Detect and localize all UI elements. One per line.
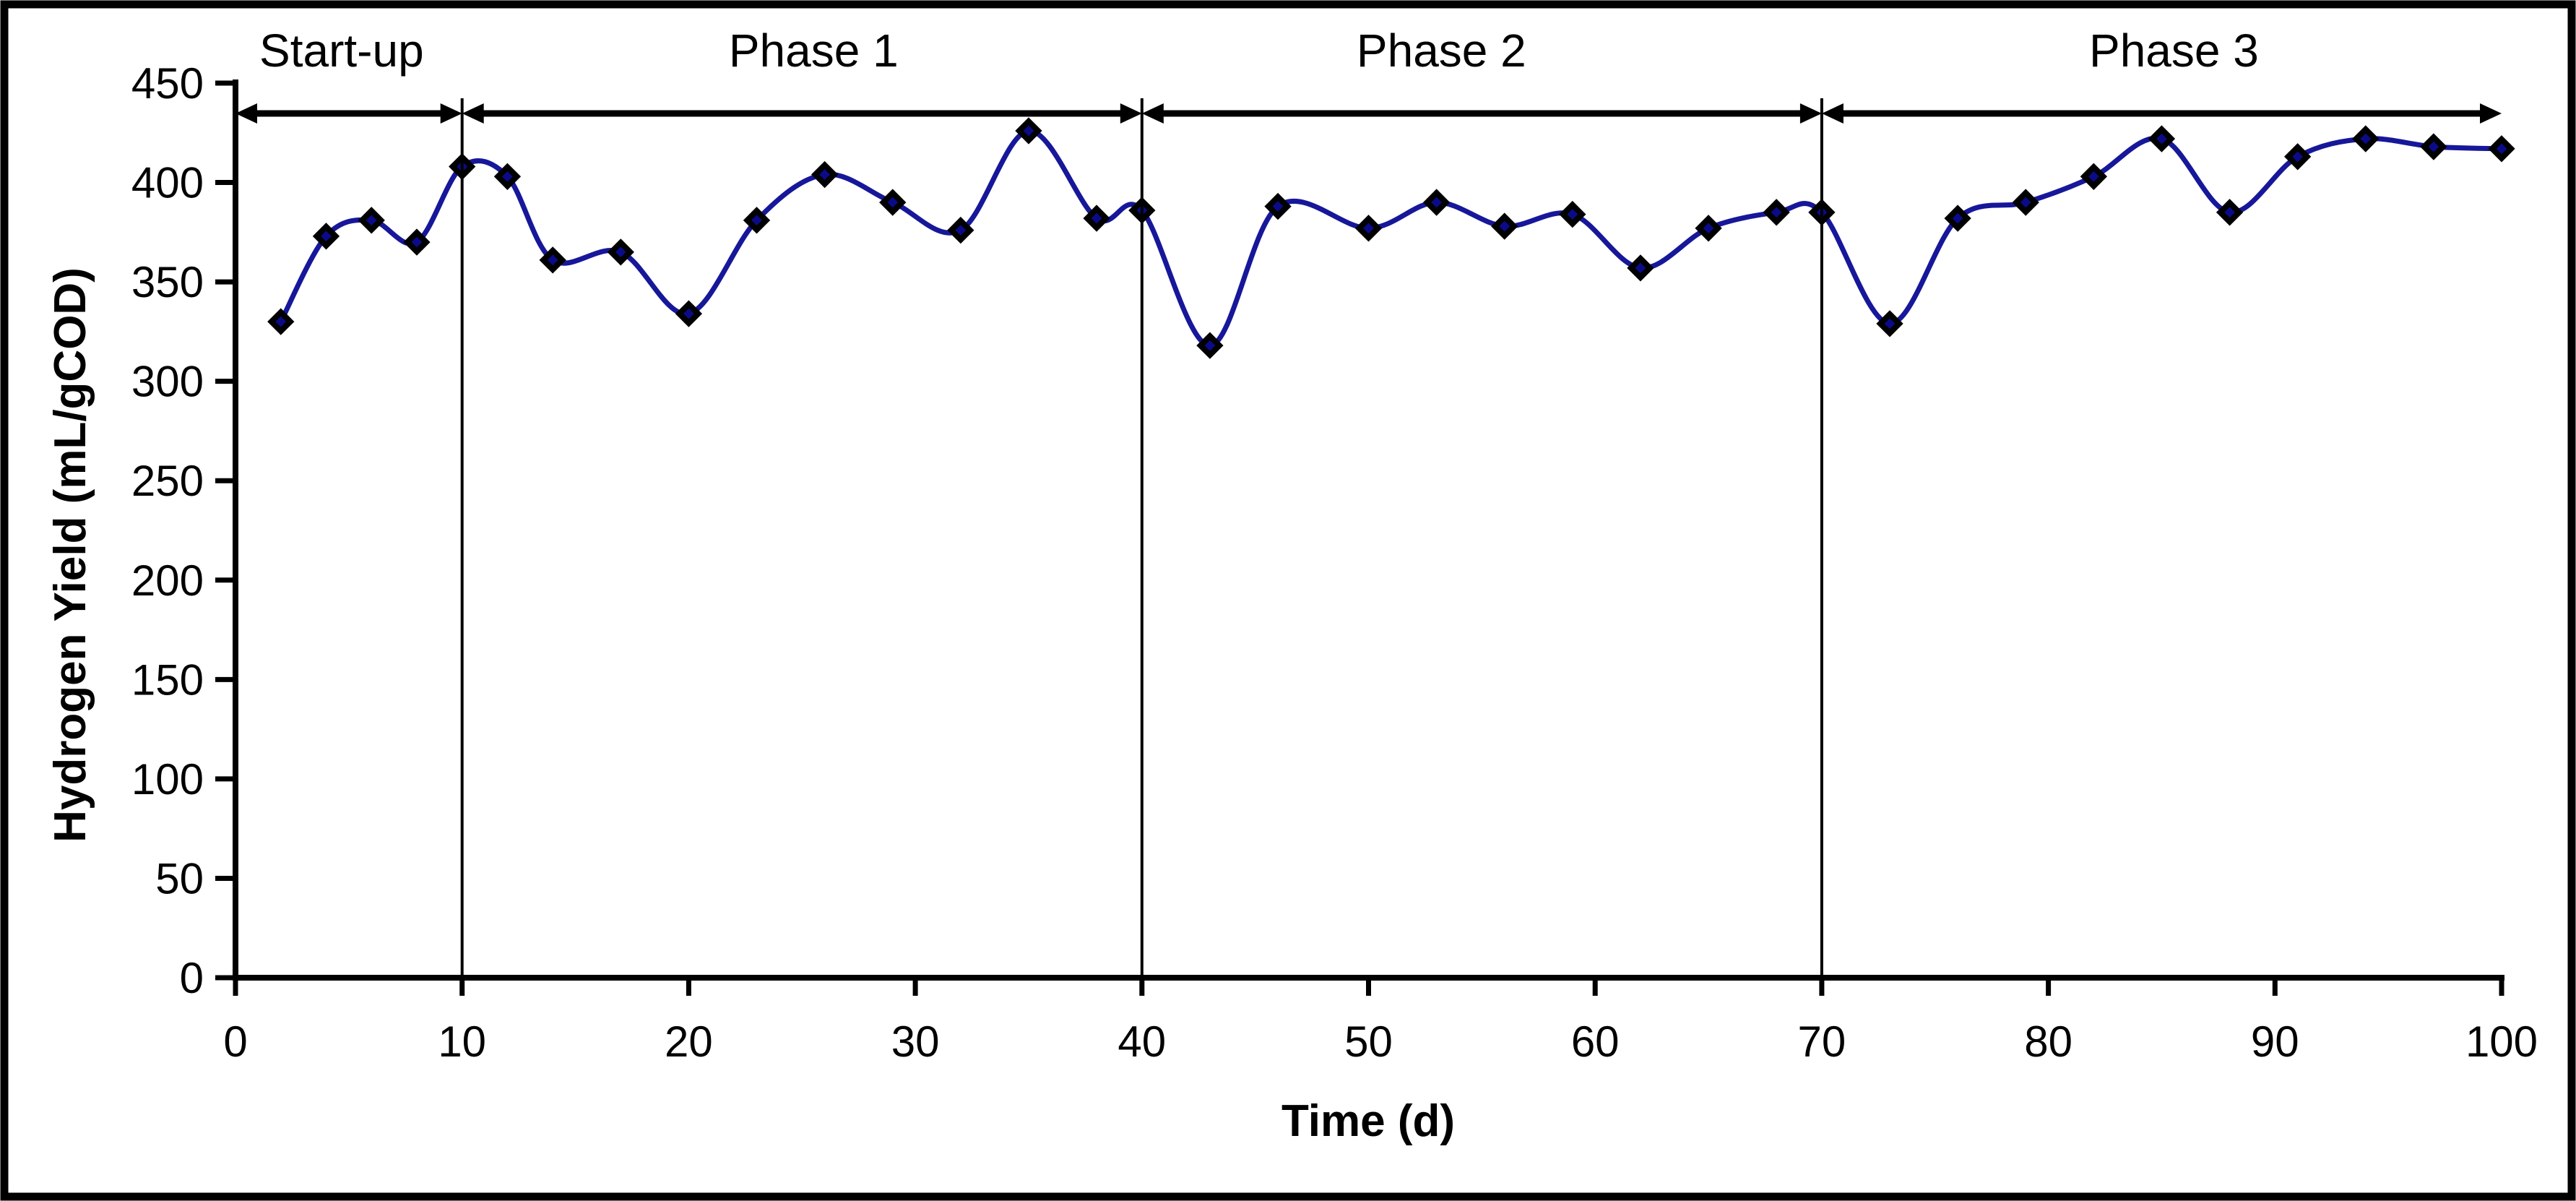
data-point-marker: [2352, 125, 2380, 152]
data-point-marker: [539, 246, 566, 274]
data-point-marker: [1196, 332, 1224, 359]
y-tick-label: 200: [131, 556, 204, 605]
data-point-marker: [2216, 199, 2244, 226]
data-point-marker: [947, 216, 974, 244]
x-tick-label: 80: [2024, 1017, 2073, 1066]
y-tick-label: 0: [180, 954, 204, 1002]
data-point-marker: [403, 228, 431, 256]
y-tick-label: 450: [131, 59, 204, 108]
phase-arrow-left-head: [1141, 103, 1164, 124]
phase-arrow-left-head: [1821, 103, 1844, 124]
y-tick-label: 100: [131, 755, 204, 804]
data-point-marker: [675, 300, 703, 327]
phase-arrow-right-head: [440, 103, 462, 124]
x-tick-label: 10: [438, 1017, 486, 1066]
y-tick-label: 400: [131, 159, 204, 207]
x-tick-label: 50: [1344, 1017, 1393, 1066]
series-line: [278, 128, 2504, 348]
data-point-marker: [1876, 310, 1903, 337]
data-point-marker: [1491, 212, 1518, 240]
data-point-marker: [743, 207, 771, 234]
phase-label: Phase 2: [1357, 25, 1526, 77]
data-point-marker: [267, 308, 295, 335]
phase-arrow-right-head: [1120, 103, 1142, 124]
x-tick-label: 30: [891, 1017, 940, 1066]
data-point-marker: [1264, 192, 1292, 220]
y-tick-label: 300: [131, 358, 204, 406]
x-tick-label: 0: [223, 1017, 247, 1066]
phase-arrow-right-head: [1799, 103, 1822, 124]
data-point-marker: [1015, 117, 1042, 145]
data-point-marker: [493, 163, 522, 190]
data-point-marker: [2012, 189, 2039, 216]
x-tick-label: 60: [1571, 1017, 1620, 1066]
data-point-marker: [1354, 215, 1383, 242]
y-tick-label: 350: [131, 258, 204, 306]
data-point-marker: [1559, 200, 1586, 228]
x-tick-label: 20: [665, 1017, 713, 1066]
data-point-marker: [879, 189, 907, 216]
data-point-marker: [1627, 254, 1654, 282]
x-tick-label: 70: [1798, 1017, 1846, 1066]
y-tick-label: 50: [155, 854, 204, 903]
y-tick-label: 250: [131, 457, 204, 505]
phase-arrow-left-head: [462, 103, 484, 124]
data-point-marker: [1083, 205, 1110, 232]
data-point-marker: [2284, 143, 2312, 171]
data-point-marker: [1944, 205, 1971, 232]
data-point-marker: [607, 238, 634, 266]
data-point-marker: [358, 207, 385, 234]
data-point-marker: [312, 223, 340, 250]
phase-arrow-left-head: [235, 103, 257, 124]
data-point-marker: [1422, 189, 1451, 216]
y-tick-label: 150: [131, 655, 204, 704]
data-point-marker: [1763, 199, 1790, 226]
x-axis-title: Time (d): [1281, 1096, 1455, 1146]
data-point-marker: [2420, 133, 2447, 160]
x-tick-label: 40: [1118, 1017, 1166, 1066]
phase-label: Start-up: [259, 25, 424, 77]
data-point-marker: [811, 160, 839, 189]
phase-label: Phase 1: [729, 25, 899, 77]
data-point-marker: [2080, 163, 2107, 190]
phase-label: Phase 3: [2089, 25, 2259, 77]
x-tick-label: 100: [2465, 1017, 2538, 1066]
data-point-marker: [2488, 135, 2515, 163]
data-point-marker: [1695, 215, 1722, 242]
data-point-marker: [2148, 125, 2176, 152]
phase-arrow-right-head: [2480, 103, 2502, 124]
y-axis-title: Hydrogen Yield (mL/gCOD): [46, 267, 95, 843]
x-tick-label: 90: [2251, 1017, 2299, 1066]
